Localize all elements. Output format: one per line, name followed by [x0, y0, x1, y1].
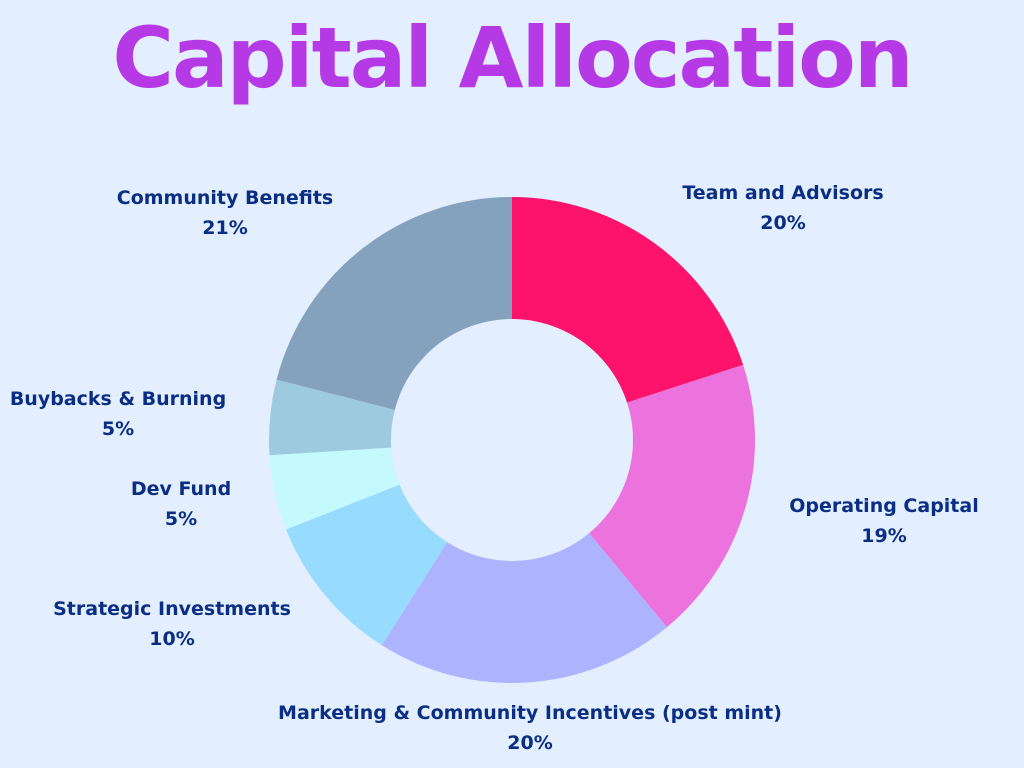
slice-label-1: Operating Capital 19%	[789, 491, 978, 551]
slice-label-5: Buybacks & Burning 5%	[10, 384, 226, 444]
slice-label-value: 21%	[202, 217, 248, 239]
donut-hole	[391, 319, 633, 561]
slice-label-value: 19%	[861, 525, 907, 547]
slice-label-0: Team and Advisors 20%	[682, 178, 883, 238]
slice-label-name: Team and Advisors	[682, 182, 884, 204]
slice-label-name: Community Benefits	[116, 187, 334, 209]
slice-label-value: 20%	[760, 212, 806, 234]
slice-label-name: Strategic Investments	[53, 598, 291, 620]
slice-label-name: Buybacks & Burning	[9, 388, 227, 410]
slice-label-value: 20%	[507, 732, 553, 754]
slice-2	[381, 440, 667, 683]
slice-label-value: 5%	[101, 418, 135, 440]
slice-label-3: Strategic Investments 10%	[53, 594, 291, 654]
slice-label-6: Community Benefits 21%	[117, 183, 334, 243]
slice-label-value: 5%	[164, 508, 198, 530]
slice-label-name: Marketing & Community Incentives (post m…	[278, 702, 782, 724]
slice-label-value: 10%	[149, 628, 195, 650]
slice-label-name: Operating Capital	[789, 495, 979, 517]
slice-label-2: Marketing & Community Incentives (post m…	[278, 698, 782, 758]
slice-label-name: Dev Fund	[130, 478, 232, 500]
slice-label-4: Dev Fund 5%	[131, 474, 231, 534]
chart-title: Capital Allocation	[112, 9, 913, 107]
